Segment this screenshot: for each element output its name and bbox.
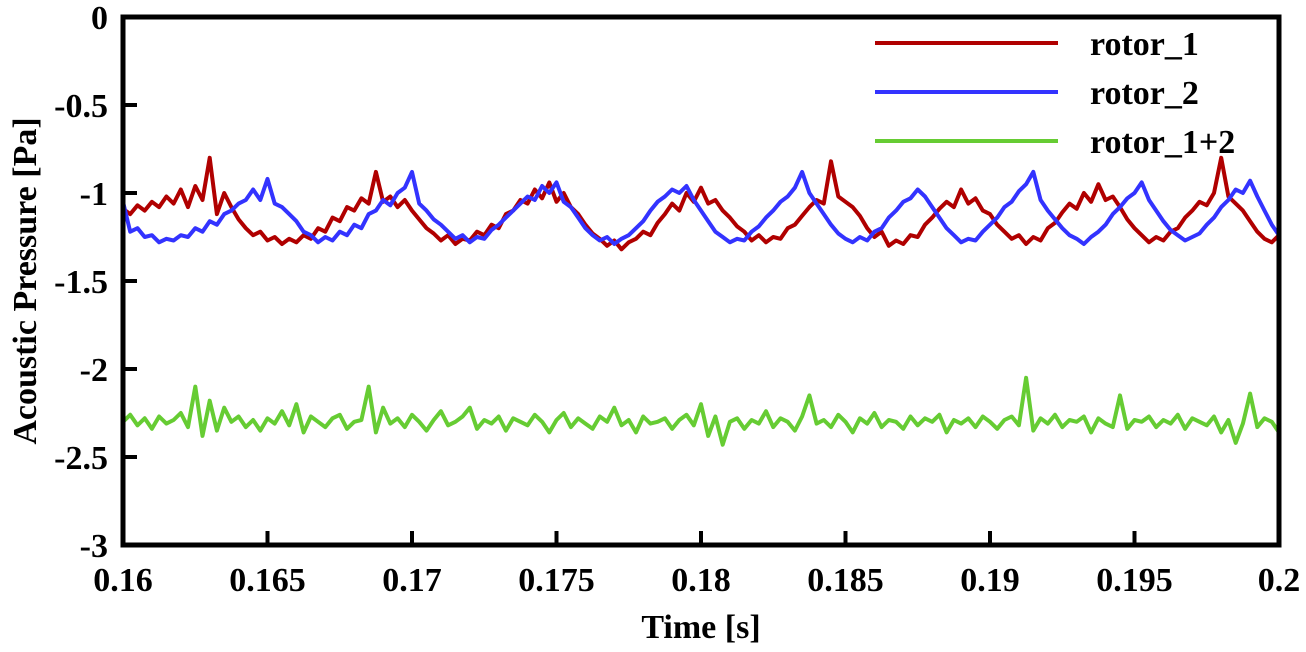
x-tick-label: 0.185 (807, 562, 884, 599)
y-tick-label: -3 (80, 528, 108, 565)
legend-label: rotor_2 (1090, 75, 1199, 112)
x-tick-label: 0.17 (382, 562, 442, 599)
x-axis: 0.16 0.165 0.17 0.175 0.18 0.185 0.19 0.195 0.2 (93, 531, 1300, 599)
y-axis: 0 -0.5 -1 -1.5 -2 -2.5 -3 (54, 0, 137, 565)
y-axis-title: Acoustic Pressure [Pa] (7, 117, 44, 444)
series-line-rotor-2 (121, 169, 1281, 246)
x-tick-label: 0.195 (1096, 562, 1173, 599)
y-tick-label: -1 (80, 176, 108, 213)
x-tick-label: 0.16 (93, 562, 153, 599)
x-tick-label: 0.175 (518, 562, 595, 599)
legend-label: rotor_1 (1090, 26, 1199, 63)
x-tick-label: 0.18 (671, 562, 731, 599)
x-axis-title: Time [s] (641, 609, 760, 646)
legend-label: rotor_1+2 (1090, 124, 1235, 161)
x-tick-label: 0.2 (1258, 562, 1301, 599)
series-layer (121, 155, 1281, 447)
x-tick-label: 0.19 (960, 562, 1020, 599)
x-tick-label: 0.165 (229, 562, 306, 599)
y-tick-label: -2 (80, 352, 108, 389)
y-tick-label: -1.5 (54, 264, 108, 301)
y-tick-label: -0.5 (54, 88, 108, 125)
series-line-rotor-1-2 (121, 375, 1281, 447)
y-tick-label: 0 (91, 0, 108, 37)
y-tick-label: -2.5 (54, 440, 108, 477)
legend: rotor_1 rotor_2 rotor_1+2 (875, 26, 1235, 161)
series-line-rotor-1 (121, 155, 1281, 252)
